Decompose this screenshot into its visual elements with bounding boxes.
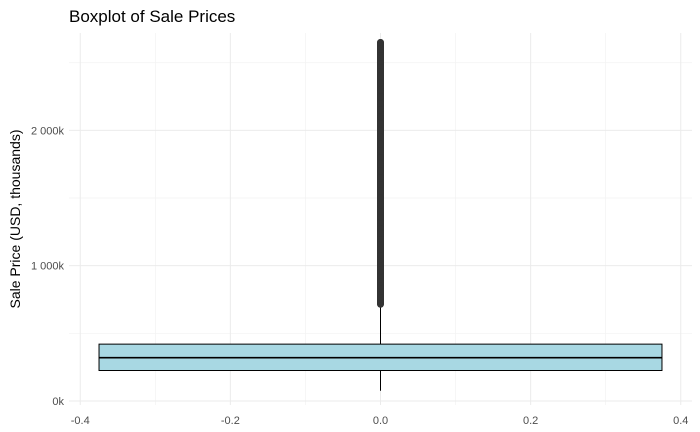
outlier-point bbox=[377, 153, 384, 161]
outlier-point bbox=[377, 140, 384, 148]
y-tick-label: 0k bbox=[52, 396, 64, 408]
y-axis-ticks: 0k 1 000k 2 000k bbox=[31, 125, 65, 408]
outlier-point bbox=[377, 38, 384, 46]
outlier-point bbox=[377, 72, 384, 80]
outlier-point bbox=[377, 99, 384, 107]
x-tick-label: -0.4 bbox=[71, 415, 90, 427]
outlier-point bbox=[377, 213, 384, 221]
y-tick-label: 2 000k bbox=[31, 125, 65, 137]
outlier-point bbox=[377, 120, 384, 128]
outlier-point bbox=[377, 79, 384, 87]
outlier-point bbox=[377, 240, 384, 248]
outlier-point bbox=[377, 160, 384, 168]
outlier-point bbox=[377, 194, 384, 202]
x-tick-label: 0.4 bbox=[673, 415, 688, 427]
outlier-point bbox=[377, 181, 384, 189]
plot-area bbox=[98, 38, 663, 391]
outlier-point bbox=[377, 218, 384, 226]
outlier-point bbox=[377, 113, 384, 121]
y-axis-label: Sale Price (USD, thousands) bbox=[7, 130, 23, 309]
chart-title: Boxplot of Sale Prices bbox=[69, 7, 235, 26]
outlier-point bbox=[377, 126, 384, 134]
x-tick-label: -0.2 bbox=[221, 415, 240, 427]
outlier-point bbox=[377, 133, 384, 141]
outlier-point bbox=[377, 106, 384, 114]
outlier-point bbox=[377, 251, 384, 259]
outlier-point bbox=[377, 167, 384, 175]
x-tick-label: 0.2 bbox=[523, 415, 538, 427]
outlier-point bbox=[377, 86, 384, 94]
outlier-point bbox=[377, 224, 384, 232]
outlier-point bbox=[377, 147, 384, 155]
y-tick-label: 1 000k bbox=[31, 261, 65, 273]
outlier-point bbox=[377, 229, 384, 237]
outlier-point bbox=[377, 208, 384, 216]
x-axis-ticks: -0.4 -0.2 0.0 0.2 0.4 bbox=[71, 415, 689, 427]
outlier-point bbox=[377, 174, 384, 182]
x-tick-label: 0.0 bbox=[373, 415, 388, 427]
outlier-point bbox=[377, 245, 384, 253]
outlier-point bbox=[377, 93, 384, 101]
outlier-point bbox=[377, 235, 384, 243]
outlier-point bbox=[377, 201, 384, 209]
outlier-point bbox=[377, 187, 384, 195]
